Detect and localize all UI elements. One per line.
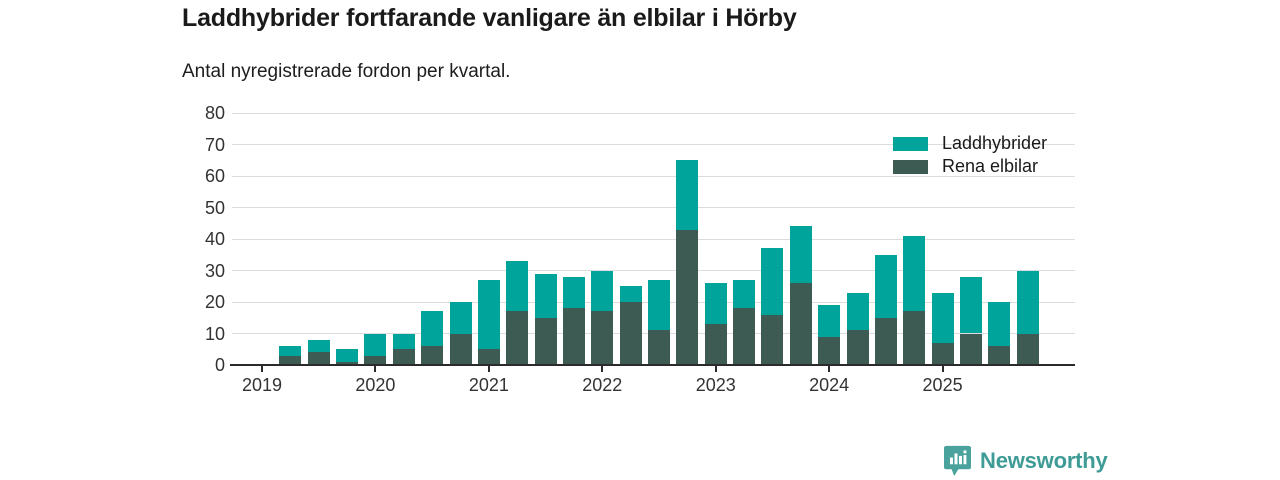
legend-label-rena-elbilar: Rena elbilar <box>942 156 1039 176</box>
bar-segment-rena-elbilar <box>988 346 1011 365</box>
bar-segment-rena-elbilar <box>959 333 982 365</box>
y-tick-label: 10 <box>204 323 225 344</box>
bar-segment-laddhybrider <box>534 273 557 318</box>
x-axis-tick <box>261 366 263 372</box>
bar-segment-laddhybrider <box>477 279 500 350</box>
bar-segment-rena-elbilar <box>336 361 359 365</box>
x-axis-tick <box>374 366 377 372</box>
bar-segment-rena-elbilar <box>591 311 614 365</box>
bar-segment-rena-elbilar <box>648 330 670 365</box>
bar-segment-rena-elbilar <box>931 342 954 365</box>
y-tick-label: 60 <box>204 166 225 186</box>
bar-segment-laddhybrider <box>931 292 954 343</box>
legend-swatch-rena-elbilar <box>893 159 928 174</box>
bar-segment-laddhybrider <box>449 302 472 334</box>
bar-segment-rena-elbilar <box>1016 333 1039 365</box>
bar-segment-rena-elbilar <box>704 324 727 365</box>
x-tick-label: 2025 <box>922 375 963 395</box>
footer-brand: Newsworthy <box>943 445 1108 476</box>
bar-segment-rena-elbilar <box>818 336 841 365</box>
bar-segment-laddhybrider <box>392 333 415 350</box>
bar-segment-laddhybrider <box>789 226 812 284</box>
x-axis-tick <box>487 366 490 372</box>
x-tick-label: 2022 <box>582 375 623 395</box>
bar-segment-rena-elbilar <box>506 311 529 365</box>
bar-segment-laddhybrider <box>704 283 727 325</box>
bar-segment-laddhybrider <box>1016 270 1039 334</box>
bar-segment-rena-elbilar <box>676 229 699 365</box>
bar-segment-laddhybrider <box>591 270 614 312</box>
legend-item-laddhybrider: Laddhybrider <box>893 132 1047 155</box>
y-tick-label: 0 <box>214 355 225 375</box>
bar-segment-laddhybrider <box>648 279 670 331</box>
bar-segment-laddhybrider <box>619 286 642 302</box>
x-tick-label: 2019 <box>241 375 283 395</box>
y-tick-label: 70 <box>204 134 225 155</box>
bar-segment-laddhybrider <box>421 311 444 347</box>
x-axis-tick <box>828 366 831 372</box>
x-axis-line <box>230 363 1075 366</box>
bar-segment-rena-elbilar <box>619 302 642 365</box>
bar-segment-laddhybrider <box>874 254 897 318</box>
bar-segment-rena-elbilar <box>392 349 415 365</box>
legend-swatch-laddhybrider <box>893 136 928 151</box>
legend-label-laddhybrider: Laddhybrider <box>942 133 1048 153</box>
y-tick-label: 50 <box>204 197 225 218</box>
bar-segment-rena-elbilar <box>874 317 897 365</box>
bar-segment-laddhybrider <box>336 349 359 362</box>
legend-item-rena-elbilar: Rena elbilar <box>893 155 1047 178</box>
gridline <box>232 112 1075 114</box>
bar-segment-rena-elbilar <box>846 330 869 365</box>
bar-segment-laddhybrider <box>761 248 784 315</box>
gridline <box>232 175 1075 177</box>
legend: Laddhybrider Rena elbilar <box>893 132 1047 178</box>
chart-subtitle: Antal nyregistrerade fordon per kvartal. <box>182 61 511 82</box>
bar-segment-rena-elbilar <box>789 283 812 365</box>
bar-segment-rena-elbilar <box>903 311 926 365</box>
x-axis-tick <box>601 366 604 372</box>
bar-segment-laddhybrider <box>562 276 585 309</box>
bar-segment-rena-elbilar <box>364 355 387 365</box>
bar-segment-laddhybrider <box>506 261 529 312</box>
newsworthy-logo-icon <box>943 445 972 476</box>
gridline <box>232 207 1075 208</box>
x-tick-label: 2020 <box>355 375 396 395</box>
chart-title: Laddhybrider fortfarande vanligare än el… <box>182 4 797 32</box>
bar-segment-laddhybrider <box>676 160 699 230</box>
brand-name: Newsworthy <box>980 447 1108 473</box>
bar-segment-rena-elbilar <box>307 352 330 365</box>
y-tick-label: 30 <box>204 260 225 281</box>
bar-segment-rena-elbilar <box>534 317 557 365</box>
bar-segment-laddhybrider <box>903 235 926 312</box>
bar-segment-laddhybrider <box>364 333 387 356</box>
bar-segment-rena-elbilar <box>477 349 500 365</box>
x-axis-tick <box>714 366 717 372</box>
bar-segment-laddhybrider <box>733 279 756 309</box>
gridline <box>232 144 1075 145</box>
y-tick-label: 40 <box>204 229 225 249</box>
bar-segment-rena-elbilar <box>562 308 585 365</box>
bar-segment-rena-elbilar <box>761 314 784 365</box>
y-tick-label: 20 <box>204 292 225 312</box>
y-tick-label: 80 <box>204 103 225 123</box>
x-tick-label: 2021 <box>468 375 509 395</box>
bar-segment-laddhybrider <box>988 302 1011 347</box>
gridline <box>232 270 1075 271</box>
x-axis-tick <box>941 366 944 372</box>
bar-segment-laddhybrider <box>279 346 302 356</box>
bar-segment-rena-elbilar <box>421 346 444 365</box>
bar-segment-laddhybrider <box>959 276 982 334</box>
bar-segment-rena-elbilar <box>449 333 472 365</box>
bar-segment-laddhybrider <box>846 292 869 331</box>
x-tick-label: 2024 <box>809 375 850 395</box>
gridline <box>232 238 1075 240</box>
bar-segment-laddhybrider <box>818 305 841 337</box>
x-tick-label: 2023 <box>695 375 736 395</box>
bar-segment-rena-elbilar <box>279 355 302 365</box>
bar-segment-laddhybrider <box>307 339 330 353</box>
bar-segment-rena-elbilar <box>733 308 756 365</box>
